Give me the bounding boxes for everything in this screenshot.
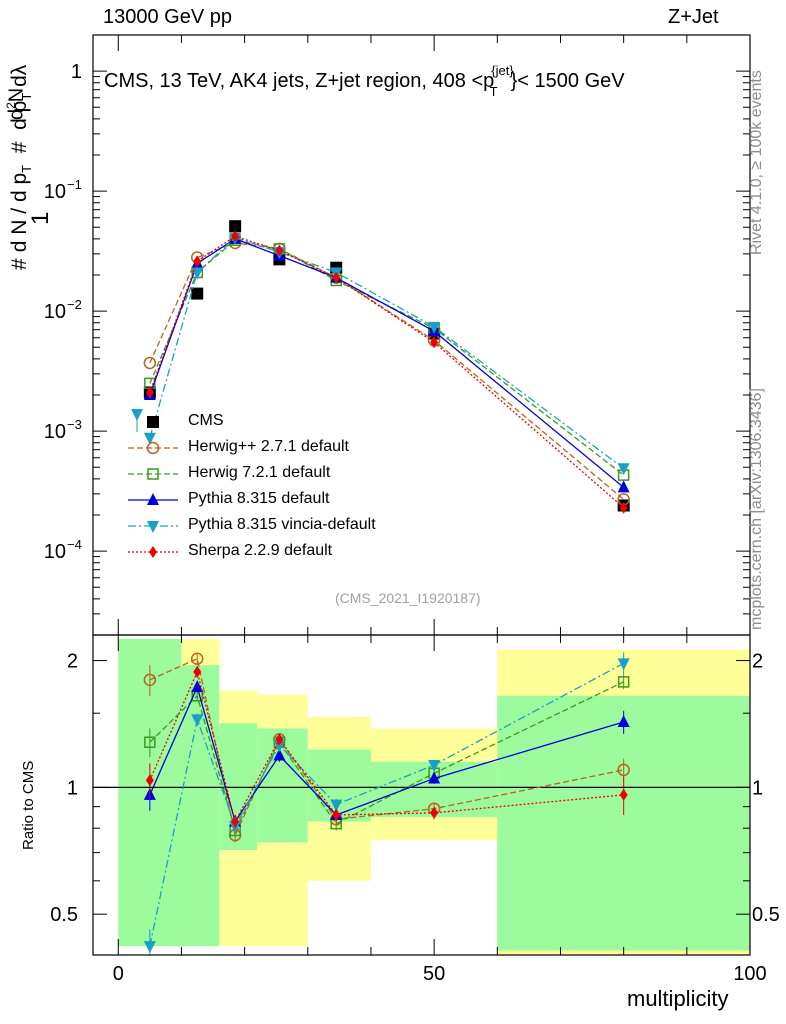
legend-marker-herwig-7-2-1-default xyxy=(147,468,159,480)
ratio-point-pythia-8-315-default xyxy=(617,714,630,727)
ratio-ytick-label-right: 0.5 xyxy=(752,904,780,926)
ratio-ytick-label-right: 1 xyxy=(752,777,763,799)
main-ytick-label: 10 xyxy=(44,421,66,443)
ratio-ytick-label-left: 2 xyxy=(67,651,78,673)
ratio-point-sherpa-2-2-9-default xyxy=(619,788,628,801)
legend-label-herwig7: Herwig 7.2.1 default xyxy=(188,464,331,481)
legend-marker-vincia-overlap xyxy=(131,409,143,421)
ratio-point-sherpa-2-2-9-default xyxy=(193,665,202,678)
legend-label-sherpa: Sherpa 2.2.9 default xyxy=(188,542,333,559)
region-title-main: CMS, 13 TeV, AK4 jets, Z+jet region, 408… xyxy=(104,70,495,92)
ratio-ytick-label-right: 2 xyxy=(752,651,763,673)
ratio-ytick-label-left: 1 xyxy=(67,777,78,799)
rivet-version-label: Rivet 4.1.0, ≥ 100k events xyxy=(748,70,765,255)
main-point-cms xyxy=(191,287,204,300)
main-line-herwig-2-7-1-default xyxy=(149,242,625,500)
main-point-sherpa-2-2-9-default xyxy=(193,255,202,268)
ratio-panel-frame xyxy=(92,634,751,956)
ratio-point-pythia-8-315-vincia-default xyxy=(143,941,156,954)
ratio-y-axis-label: Ratio to CMS xyxy=(20,760,37,850)
legend-label-cms: CMS xyxy=(188,412,224,429)
legend-label-pythia-vincia: Pythia 8.315 vincia-default xyxy=(188,516,376,533)
legend-marker-pythia-8-315-default xyxy=(147,493,159,505)
main-point-pythia-8-315-vincia-default xyxy=(428,321,441,334)
main-point-sherpa-2-2-9-default xyxy=(145,386,154,399)
ratio-point-pythia-8-315-vincia-default xyxy=(617,658,630,671)
ratio-point-herwig-7-2-1-default xyxy=(144,736,156,748)
xtick-label: 100 xyxy=(733,963,766,985)
main-point-pythia-8-315-default xyxy=(617,480,630,493)
ratio-band-green-1 xyxy=(181,665,220,947)
main-ytick-exponent: −4 xyxy=(67,537,82,552)
ratio-ytick-label-left: 0.5 xyxy=(50,904,78,926)
ratio-point-pythia-8-315-vincia-default xyxy=(273,740,286,753)
legend-marker-sherpa-2-2-9-default xyxy=(149,546,157,558)
ratio-point-pythia-8-315-default xyxy=(273,748,286,761)
ratio-point-pythia-8-315-vincia-default xyxy=(191,714,204,727)
x-axis-label: multiplicity xyxy=(627,986,729,1011)
ratio-point-pythia-8-315-vincia-default xyxy=(428,760,441,773)
ratio-point-pythia-8-315-default xyxy=(428,771,441,784)
ratio-point-sherpa-2-2-9-default xyxy=(145,774,154,787)
region-title-sub: T xyxy=(489,84,498,99)
legend-label-pythia: Pythia 8.315 default xyxy=(188,490,330,507)
main-ytick-exponent: −3 xyxy=(67,417,82,432)
main-ytick-label: 10 xyxy=(44,541,66,563)
ratio-point-pythia-8-315-default xyxy=(191,680,204,693)
xtick-label: 0 xyxy=(113,963,124,985)
ratio-series-layer xyxy=(93,652,750,955)
region-title-tail: }< 1500 GeV xyxy=(510,70,625,92)
ratio-point-sherpa-2-2-9-default xyxy=(231,815,240,828)
process-label: Z+Jet xyxy=(668,6,719,28)
main-point-pythia-8-315-vincia-default xyxy=(143,432,156,445)
ratio-point-sherpa-2-2-9-default xyxy=(430,806,439,819)
ratio-point-herwig-7-2-1-default xyxy=(617,676,630,688)
main-ytick-label: 10 xyxy=(44,181,66,203)
ratio-point-herwig-2-7-1-default xyxy=(190,652,204,665)
legend-marker-cms xyxy=(147,416,159,428)
main-y-axis-numerator: d2N xyxy=(4,87,28,120)
ratio-point-herwig-2-7-1-default xyxy=(617,763,630,777)
ratio-point-herwig-2-7-1-default xyxy=(143,673,157,687)
main-point-sherpa-2-2-9-default xyxy=(231,230,240,243)
legend-marker-herwig-2-7-1-default xyxy=(146,441,160,455)
ratio-band-green-6 xyxy=(497,695,750,951)
main-y-axis-one: 1 xyxy=(27,211,54,225)
region-title: CMS, 13 TeV, AK4 jets, Z+jet region, 408… xyxy=(104,63,639,99)
ratio-point-sherpa-2-2-9-default xyxy=(275,733,284,746)
legend-marker-pythia-8-315-vincia-default xyxy=(147,521,159,533)
main-line-pythia-8-315-vincia-default xyxy=(149,236,625,469)
main-point-pythia-8-315-vincia-default xyxy=(617,463,630,476)
ratio-point-pythia-8-315-vincia-default xyxy=(330,799,343,812)
main-ytick-exponent: −1 xyxy=(67,177,82,192)
main-ytick-exponent: −2 xyxy=(67,297,82,312)
analysis-watermark: (CMS_2021_I1920187) xyxy=(335,590,481,606)
main-point-herwig-2-7-1-default xyxy=(143,356,157,370)
ratio-uncertainty-bands xyxy=(118,639,750,955)
main-point-sherpa-2-2-9-default xyxy=(275,244,284,257)
main-point-sherpa-2-2-9-default xyxy=(430,336,439,349)
legend-label-herwigpp: Herwig++ 2.7.1 default xyxy=(188,438,349,455)
main-point-sherpa-2-2-9-default xyxy=(332,271,341,284)
main-point-cms xyxy=(229,220,242,233)
energy-label: 13000 GeV pp xyxy=(103,6,232,28)
xtick-label: 50 xyxy=(423,963,445,985)
ratio-point-sherpa-2-2-9-default xyxy=(332,808,341,821)
main-ytick-label: 10 xyxy=(44,301,66,323)
region-title-sup: {jet} xyxy=(491,63,514,78)
main-ytick-label: 1 xyxy=(71,61,82,83)
main-point-sherpa-2-2-9-default xyxy=(619,501,628,514)
axes-frames xyxy=(92,34,751,956)
main-series-layer xyxy=(143,220,630,514)
mcplots-label: mcplots.cern.ch [arXiv:1306.3436] xyxy=(748,388,765,630)
legend-markers xyxy=(128,409,178,558)
